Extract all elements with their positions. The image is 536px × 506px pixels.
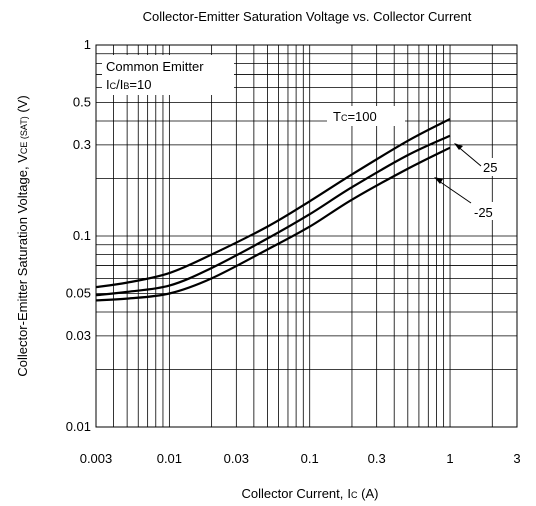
y-tick-label: 1	[84, 37, 91, 52]
plot-frame	[95, 44, 518, 428]
x-tick-labels: 0.003 0.01 0.03 0.1 0.3 1 3	[80, 451, 521, 466]
x-tick-label: 0.1	[301, 451, 319, 466]
series-line-neg25	[95, 146, 451, 302]
arrowhead-25	[454, 143, 463, 150]
series-line-tc100	[95, 117, 451, 289]
condition-ratio: IC/IB=10	[106, 77, 151, 92]
series-line-25	[95, 134, 451, 297]
leader-arrow-neg25	[435, 178, 472, 204]
series-label-25: 25	[483, 160, 497, 175]
grid-layer	[96, 45, 517, 427]
y-tick-label: 0.1	[73, 228, 91, 243]
x-tick-label: 0.03	[224, 451, 249, 466]
condition-common-emitter: Common Emitter	[106, 59, 204, 74]
chart-title: Collector-Emitter Saturation Voltage vs.…	[143, 9, 472, 24]
y-tick-labels: 0.01 0.03 0.05 0.1 0.3 0.5 1	[66, 37, 91, 434]
conditions-box	[102, 55, 234, 95]
arrowhead-neg25	[434, 177, 443, 184]
y-tick-label: 0.03	[66, 328, 91, 343]
y-tick-label: 0.3	[73, 137, 91, 152]
y-axis-label: Collector-Emitter Saturation Voltage, VC…	[15, 95, 30, 376]
y-tick-label: 0.01	[66, 419, 91, 434]
x-tick-label: 0.01	[157, 451, 182, 466]
series-label-tc100: TC=100	[333, 109, 377, 124]
y-tick-label: 0.05	[66, 285, 91, 300]
curves-layer	[95, 117, 451, 302]
series-label-bg-neg25	[470, 202, 500, 220]
y-tick-label: 0.5	[73, 94, 91, 109]
x-axis-label: Collector Current, IC (A)	[242, 486, 379, 501]
x-tick-label: 1	[446, 451, 453, 466]
series-label-neg25: -25	[474, 205, 493, 220]
series-label-bg-tc100	[327, 106, 405, 126]
x-tick-label: 0.3	[368, 451, 386, 466]
x-tick-label: 0.003	[80, 451, 113, 466]
series-label-bg-25	[479, 158, 505, 176]
x-tick-label: 3	[513, 451, 520, 466]
